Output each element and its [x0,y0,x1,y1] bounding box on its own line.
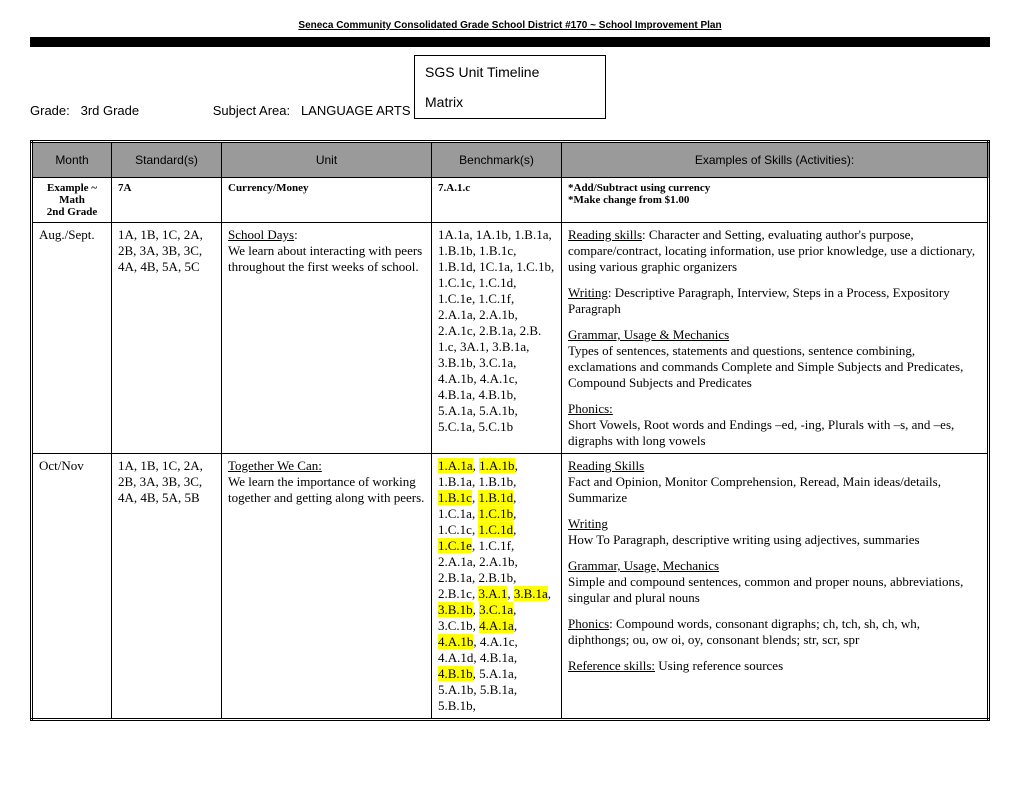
skill-phonics-body: : Compound words, consonant digraphs; ch… [568,616,920,647]
skill-ref-label: Reference skills: [568,658,655,673]
example-row: Example ~ Math2nd Grade 7A Currency/Mone… [32,178,989,223]
skill-phonics-label: Phonics: [568,401,613,416]
skill-grammar-body: Types of sentences, statements and quest… [568,343,963,390]
example-skills: *Add/Subtract using currency*Make change… [562,178,989,223]
cell-month: Aug./Sept. [32,223,112,454]
col-standard: Standard(s) [112,142,222,178]
skill-writing-body: : Descriptive Paragraph, Interview, Step… [568,285,950,316]
skill-grammar-label: Grammar, Usage & Mechanics [568,327,729,342]
skill-grammar-label: Grammar, Usage, Mechanics [568,558,719,573]
unit-body: We learn about interacting with peers th… [228,243,422,274]
example-unit: Currency/Money [222,178,432,223]
timeline-table: Month Standard(s) Unit Benchmark(s) Exam… [30,140,990,721]
unit-body: We learn the importance of working toget… [228,474,424,505]
col-unit: Unit [222,142,432,178]
grade-label: Grade: [30,103,70,118]
unit-title: Together We Can: [228,458,322,473]
col-month: Month [32,142,112,178]
cell-benchmark: 1A.1a, 1A.1b, 1.B.1a, 1.B.1b, 1.B.1c, 1.… [432,223,562,454]
col-benchmark: Benchmark(s) [432,142,562,178]
cell-unit: School Days: We learn about interacting … [222,223,432,454]
cell-skills: Reading SkillsFact and Opinion, Monitor … [562,454,989,720]
table-row: Aug./Sept. 1A, 1B, 1C, 2A, 2B, 3A, 3B, 3… [32,223,989,454]
subject-label: Subject Area: [213,103,290,118]
cell-month: Oct/Nov [32,454,112,720]
title-line2: Matrix [425,94,595,110]
skill-reading-body: Fact and Opinion, Monitor Comprehension,… [568,474,941,505]
title-box: SGS Unit Timeline Matrix [414,55,606,119]
skill-ref-body: Using reference sources [655,658,783,673]
col-skills: Examples of Skills (Activities): [562,142,989,178]
example-benchmark: 7.A.1.c [432,178,562,223]
table-header-row: Month Standard(s) Unit Benchmark(s) Exam… [32,142,989,178]
example-month: Example ~ Math2nd Grade [32,178,112,223]
skill-phonics-body: Short Vowels, Root words and Endings –ed… [568,417,954,448]
header-rule [30,37,990,47]
skill-reading-label: Reading Skills [568,458,644,473]
cell-standard: 1A, 1B, 1C, 2A, 2B, 3A, 3B, 3C, 4A, 4B, … [112,223,222,454]
title-line1: SGS Unit Timeline [425,64,595,80]
unit-title: School Days [228,227,294,242]
table-row: Oct/Nov 1A, 1B, 1C, 2A, 2B, 3A, 3B, 3C, … [32,454,989,720]
skill-reading-label: Reading skills [568,227,642,242]
cell-skills: Reading skills: Character and Setting, e… [562,223,989,454]
skill-writing-label: Writing [568,285,608,300]
skill-writing-label: Writing [568,516,608,531]
page-header: Seneca Community Consolidated Grade Scho… [30,20,990,31]
skill-writing-body: How To Paragraph, descriptive writing us… [568,532,920,547]
cell-benchmark: 1.A.1a, 1.A.1b, 1.B.1a, 1.B.1b, 1.B.1c, … [432,454,562,720]
skill-grammar-body: Simple and compound sentences, common an… [568,574,963,605]
cell-unit: Together We Can: We learn the importance… [222,454,432,720]
skill-phonics-label: Phonics [568,616,609,631]
cell-standard: 1A, 1B, 1C, 2A, 2B, 3A, 3B, 3C, 4A, 4B, … [112,454,222,720]
subject-value: LANGUAGE ARTS [301,103,411,118]
example-standard: 7A [112,178,222,223]
grade-value: 3rd Grade [81,103,140,118]
